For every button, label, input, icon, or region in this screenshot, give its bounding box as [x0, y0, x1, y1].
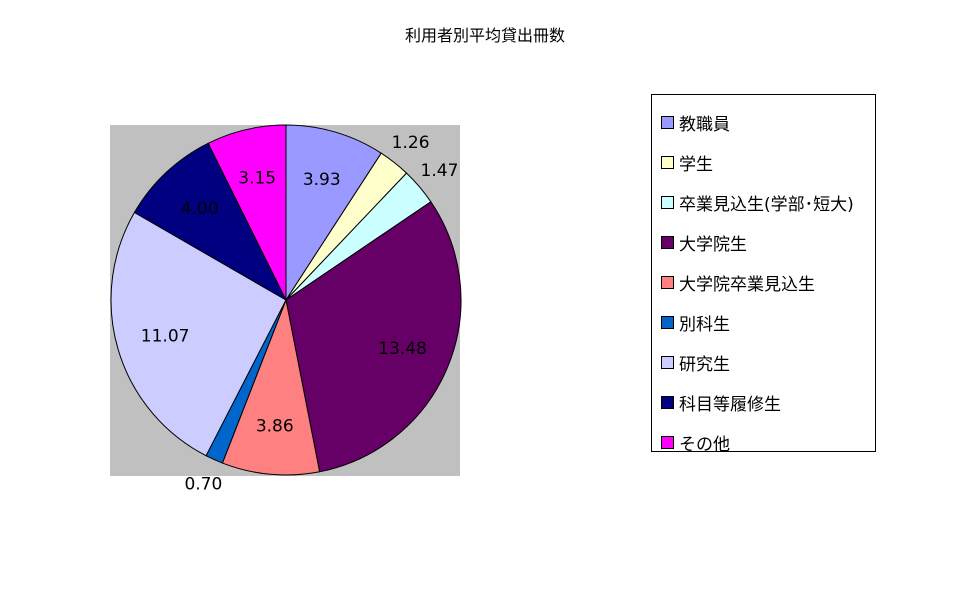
- legend-swatch: [661, 355, 674, 369]
- data-label: 1.47: [421, 161, 459, 181]
- legend-item: 大学院卒業見込生: [652, 262, 875, 302]
- pie-slice: [221, 298, 321, 476]
- legend-label: 学生: [679, 154, 713, 175]
- data-label: 13.48: [378, 339, 427, 359]
- data-label: 11.07: [141, 327, 190, 347]
- legend-item: 教職員: [652, 102, 875, 142]
- pie-slice: [207, 124, 287, 301]
- legend-swatch: [661, 195, 674, 209]
- data-label: 0.70: [184, 475, 222, 495]
- legend-label: 大学院卒業見込生: [679, 274, 815, 295]
- legend-item: 研究生: [652, 342, 875, 382]
- legend-swatch: [661, 435, 674, 449]
- legend-swatch: [661, 155, 674, 169]
- legend: 教職員学生卒業見込生(学部･短大) 大学院生大学院卒業見込生 別科生研究生科目等履修…: [651, 94, 876, 455]
- legend-item: 卒業見込生(学部･短大): [652, 182, 875, 222]
- legend-item: 別科生: [652, 302, 875, 342]
- legend-label: 科目等履修生: [679, 394, 781, 415]
- legend-label: 教職員: [679, 114, 730, 135]
- data-label: 4.00: [181, 199, 219, 219]
- pie-slice: [285, 201, 462, 473]
- pie-slice: [110, 211, 287, 457]
- chart-title: 利用者別平均貸出冊数: [404, 26, 565, 45]
- legend-label: 大学院生: [679, 234, 747, 255]
- legend-swatch: [661, 275, 674, 289]
- legend-label: その他: [679, 434, 730, 455]
- data-label: 3.86: [256, 416, 294, 436]
- legend-swatch: [661, 395, 674, 409]
- legend-label: 別科生: [679, 314, 730, 335]
- data-label: 1.26: [392, 133, 430, 153]
- legend-label: 卒業見込生(学部･短大): [679, 194, 854, 215]
- legend-item: 大学院生: [652, 222, 875, 262]
- pie-slice: [133, 142, 288, 302]
- legend-label: 研究生: [679, 354, 730, 375]
- legend-swatch: [661, 315, 674, 329]
- legend-item: 科目等履修生: [652, 382, 875, 422]
- data-label: 3.93: [303, 170, 341, 190]
- legend-item: その他: [652, 422, 875, 462]
- data-label: 3.15: [238, 168, 276, 188]
- legend-item: 学生: [652, 142, 875, 182]
- legend-swatch: [661, 115, 674, 129]
- legend-swatch: [661, 235, 674, 249]
- pie-slice: [285, 124, 382, 302]
